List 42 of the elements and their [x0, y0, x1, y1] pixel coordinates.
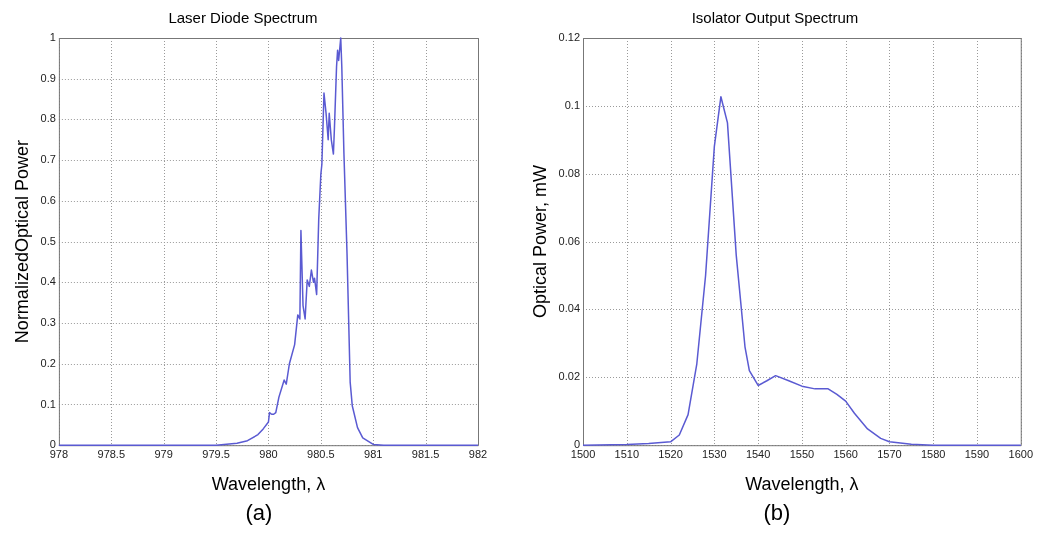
x-tick-label: 980 [259, 447, 278, 460]
x-tick-label: 1600 [1008, 447, 1034, 460]
y-tick-label: 0.12 [558, 31, 581, 44]
x-tick-label: 1590 [964, 447, 990, 460]
x-tick-label: 982 [468, 447, 488, 460]
x-tick-label: 1530 [702, 447, 727, 460]
y-tick-label: 1 [49, 31, 56, 44]
y-tick-label: 0.8 [40, 112, 56, 125]
y-tick-label: 0.1 [40, 397, 56, 410]
y-tick-label: 0.7 [40, 153, 56, 166]
x-tick-label: 979 [154, 447, 173, 460]
x-tick-label: 1550 [789, 447, 815, 460]
y-tick-label: 0.02 [558, 370, 581, 383]
x-axis-title: Wavelength, λ [211, 474, 326, 495]
x-tick-label: 1540 [745, 447, 771, 460]
x-tick-label: 1570 [877, 447, 902, 460]
y-tick-label: 0.5 [40, 234, 56, 247]
y-tick-label: 0.2 [40, 356, 56, 369]
x-tick-label: 981.5 [411, 447, 440, 460]
y-axis-title: NormalizedOptical Power [11, 140, 32, 344]
y-tick-label: 0.3 [40, 316, 56, 329]
text: (b) [762, 500, 792, 526]
y-tick-label: 0.08 [558, 166, 581, 179]
chart-title: Laser Diode Spectrum [168, 9, 318, 27]
x-tick-label: 1510 [614, 447, 640, 460]
y-tick-label: 0.6 [40, 193, 56, 206]
y-tick-label: 0.06 [558, 234, 581, 247]
y-tick-label: 0.9 [40, 71, 56, 84]
x-axis-title: Wavelength, λ [745, 474, 859, 495]
x-tick-label: 979.5 [202, 447, 230, 460]
y-tick-label: 0.4 [40, 275, 56, 288]
text: (a) [244, 500, 274, 526]
chart-title: Isolator Output Spectrum [691, 9, 859, 27]
y-axis-title: Optical Power, mW [529, 165, 550, 319]
x-tick-label: 980.5 [307, 447, 335, 460]
x-tick-label: 981 [364, 447, 383, 460]
x-tick-label: 1580 [920, 447, 946, 460]
x-tick-label: 978.5 [97, 447, 126, 460]
x-tick-label: 1520 [658, 447, 683, 460]
y-tick-label: 0.1 [564, 98, 581, 111]
y-tick-label: 0.04 [558, 302, 581, 315]
x-tick-label: 1560 [833, 447, 858, 460]
